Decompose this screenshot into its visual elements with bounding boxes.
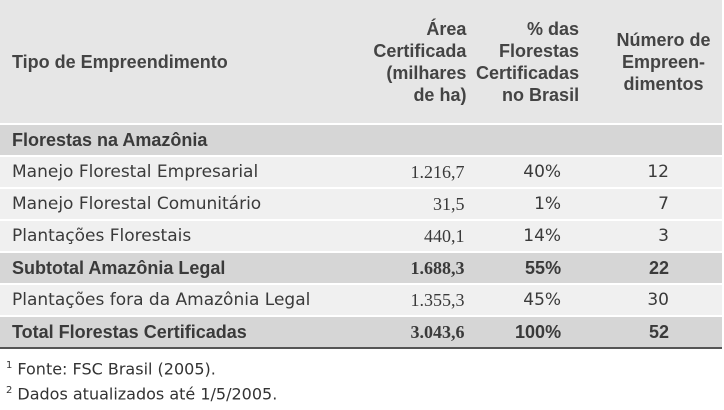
footnotes: 1 Fonte: FSC Brasil (2005). 2 Dados atualiz… [6,355,277,406]
table-row: Total Florestas Certificadas 3.043,6 100% 5… [0,316,722,349]
header-line: Empreen- [622,51,706,72]
header-line: Certificada [373,40,467,61]
header-line: Número de [616,29,711,50]
table-row: Subtotal Amazônia Legal 1.688,3 55% 22 [0,252,722,285]
footnote-mark: 1 [6,360,13,371]
table-cell: 30 [591,284,722,317]
column-header: Área Certificada (milhares de ha) [347,0,473,125]
table-cell: 14% [472,220,592,253]
table-cell: 3 [591,220,722,253]
header-row: Tipo de Empreendimento Área Certificada (mi… [0,0,722,125]
column-header: % das Florestas Certificadas no Brasil [472,0,592,125]
table-cell: 12 [591,156,722,189]
footnote-mark: 2 [6,385,13,397]
table-body: Florestas na Amazônia Manejo Florestal Em… [0,124,722,349]
header-line: de ha) [413,84,467,105]
table-cell: 22 [591,252,722,285]
header-line: (milhares [386,62,467,83]
table-cell: 31,5 [347,188,473,221]
table-cell: 440,1 [347,220,473,253]
footnote: 1 Fonte: FSC Brasil (2005). [6,355,277,380]
table-cell: Plantações fora da Amazônia Legal [0,284,348,317]
table-cell: 100% [472,316,592,349]
table-cell: 1.688,3 [347,252,473,285]
table-cell: Manejo Florestal Empresarial [0,156,348,189]
table-cell: 55% [472,252,592,285]
header-line: no Brasil [502,84,580,105]
table-cell: Plantações Florestais [0,220,348,253]
table-row: Florestas na Amazônia [0,124,722,157]
header-line: Florestas [499,40,580,61]
table-cell: Florestas na Amazônia [0,124,722,157]
table-row: Plantações fora da Amazônia Legal 1.355,3… [0,284,722,317]
table-header: Tipo de Empreendimento Área Certificada (mi… [0,0,722,125]
header-line: Certificadas [476,62,580,83]
table-cell: 40% [472,156,592,189]
table-cell: 45% [472,284,592,317]
column-header: Tipo de Empreendimento [0,0,348,125]
table-cell: 7 [591,188,722,221]
header-line: dimentos [623,73,704,94]
table-cell: Manejo Florestal Comunitário [0,188,348,221]
table-row: Manejo Florestal Empresarial 1.216,7 40% 12 [0,156,722,189]
footnote-text: Dados atualizados até 1/5/2005. [17,384,278,404]
table-cell: 3.043,6 [347,316,473,349]
table-cell: 1.216,7 [347,156,473,189]
table-cell: 1.355,3 [347,284,473,317]
table-cell: Total Florestas Certificadas [0,316,348,349]
header-line: Área [426,18,467,39]
table-row: Plantações Florestais 440,1 14% 3 [0,220,722,253]
table-cell: Subtotal Amazônia Legal [0,252,348,285]
column-header: Número de Empreen-dimentos [591,0,722,125]
table: Tipo de Empreendimento Área Certificada (mi… [0,0,722,349]
table-row: Manejo Florestal Comunitário 31,5 1% 7 [0,188,722,221]
table-cell: 52 [591,316,722,349]
header-line: % das [527,18,580,39]
table-cell: 1% [472,188,592,221]
header-line: Tipo de Empreendimento [12,51,228,72]
footnote-text: Fonte: FSC Brasil (2005). [17,359,216,379]
footnote: 2 Dados atualizados até 1/5/2005. [6,380,277,405]
